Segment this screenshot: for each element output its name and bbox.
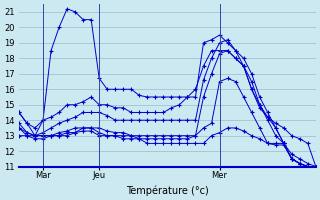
X-axis label: Température (°c): Température (°c) bbox=[126, 185, 209, 196]
